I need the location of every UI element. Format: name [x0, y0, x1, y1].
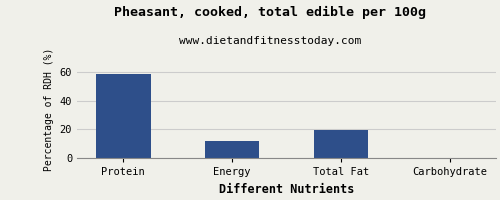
Y-axis label: Percentage of RDH (%): Percentage of RDH (%): [44, 48, 54, 171]
Bar: [314, 130, 368, 158]
Bar: [205, 141, 260, 158]
Bar: [96, 74, 150, 158]
Text: Pheasant, cooked, total edible per 100g: Pheasant, cooked, total edible per 100g: [114, 6, 426, 19]
X-axis label: Different Nutrients: Different Nutrients: [219, 183, 354, 196]
Text: www.dietandfitnesstoday.com: www.dietandfitnesstoday.com: [179, 36, 361, 46]
